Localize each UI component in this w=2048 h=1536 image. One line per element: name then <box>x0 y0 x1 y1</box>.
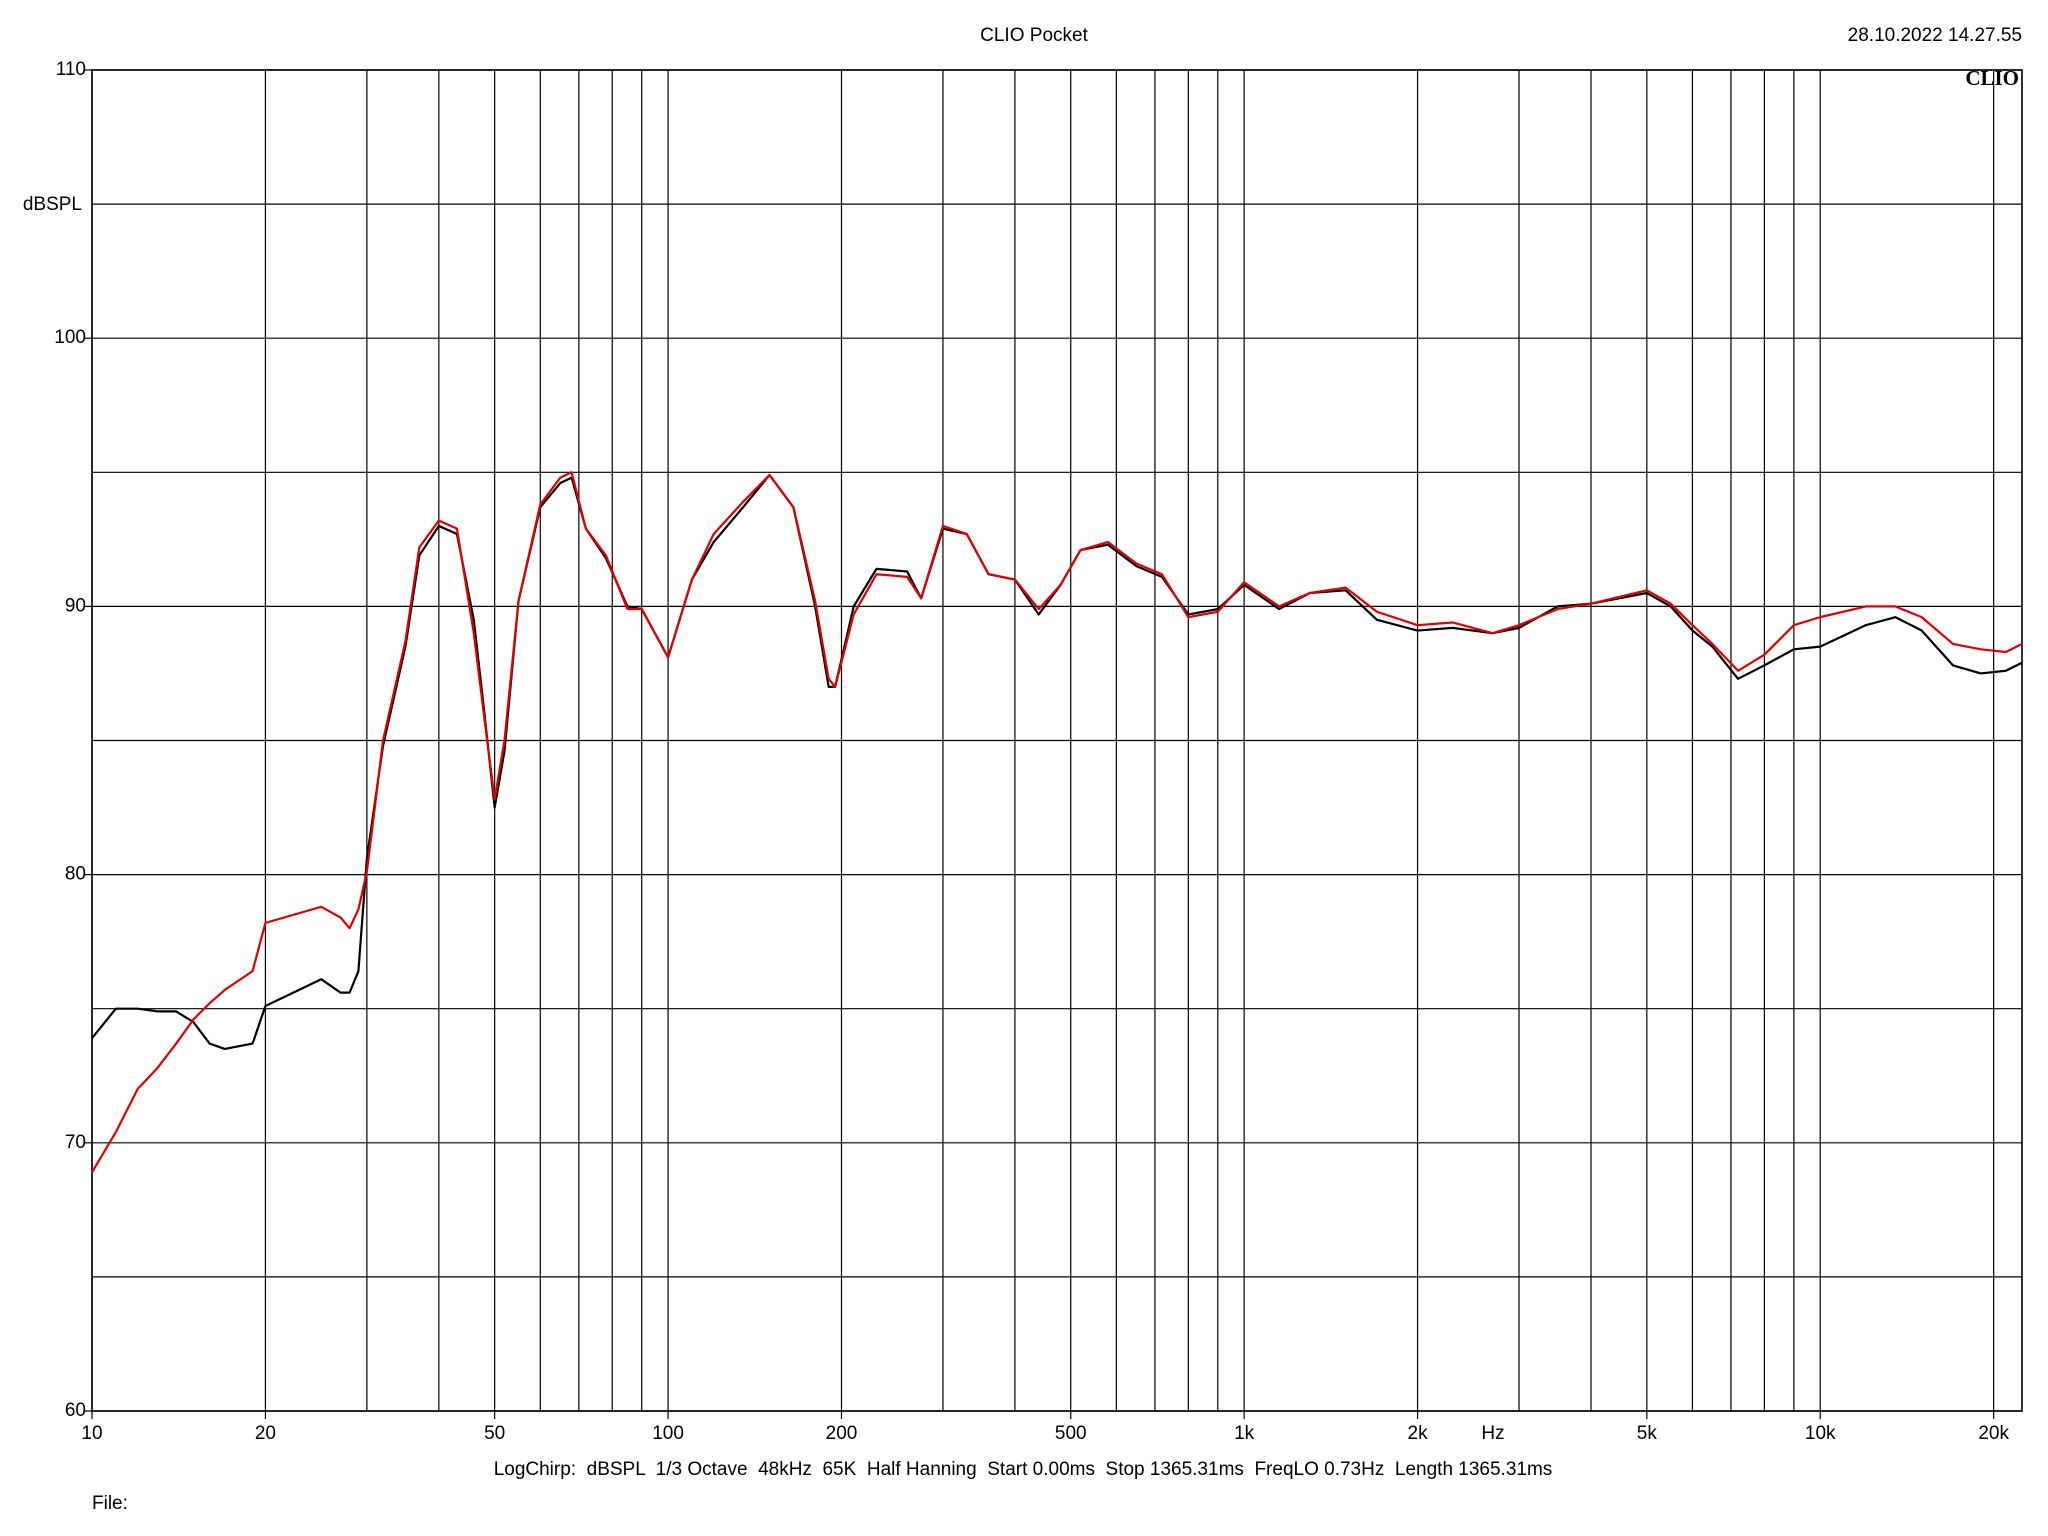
x-tick-label: 1k <box>1234 1423 1255 1444</box>
x-tick-label: 50 <box>484 1423 505 1444</box>
y-axis-label: dBSPL <box>23 194 82 215</box>
x-tick-label: 2k <box>1408 1423 1429 1444</box>
chart-title: CLIO Pocket <box>980 25 1088 46</box>
series-line <box>91 471 2023 1173</box>
x-axis-label: Hz <box>1481 1423 1504 1444</box>
x-tick-label: 500 <box>1055 1423 1087 1444</box>
y-tick-label: 110 <box>56 59 86 80</box>
x-tick-label: 200 <box>826 1423 858 1444</box>
x-tick-label: 100 <box>652 1423 684 1444</box>
y-tick-label: 60 <box>65 1400 86 1421</box>
logo: CLIO <box>1965 66 2019 90</box>
x-tick-label: 5k <box>1637 1423 1658 1444</box>
file-label: File: <box>92 1493 128 1514</box>
y-tick-label: 90 <box>65 595 86 616</box>
x-tick-label: 20k <box>1978 1423 2009 1444</box>
y-tick-label: 100 <box>54 327 86 348</box>
footer: LogChirp: dBSPL 1/3 Octave 48kHz 65K Hal… <box>494 1459 1553 1480</box>
x-tick-label: 20 <box>255 1423 276 1444</box>
plot-frame <box>91 69 2023 1412</box>
y-tick-label: 70 <box>65 1132 86 1153</box>
series-line <box>91 473 2023 1051</box>
x-tick-label: 10k <box>1805 1423 1836 1444</box>
y-tick-label: 80 <box>65 864 86 885</box>
x-tick-label: 10 <box>81 1423 102 1444</box>
timestamp: 28.10.2022 14.27.55 <box>1848 25 2022 46</box>
